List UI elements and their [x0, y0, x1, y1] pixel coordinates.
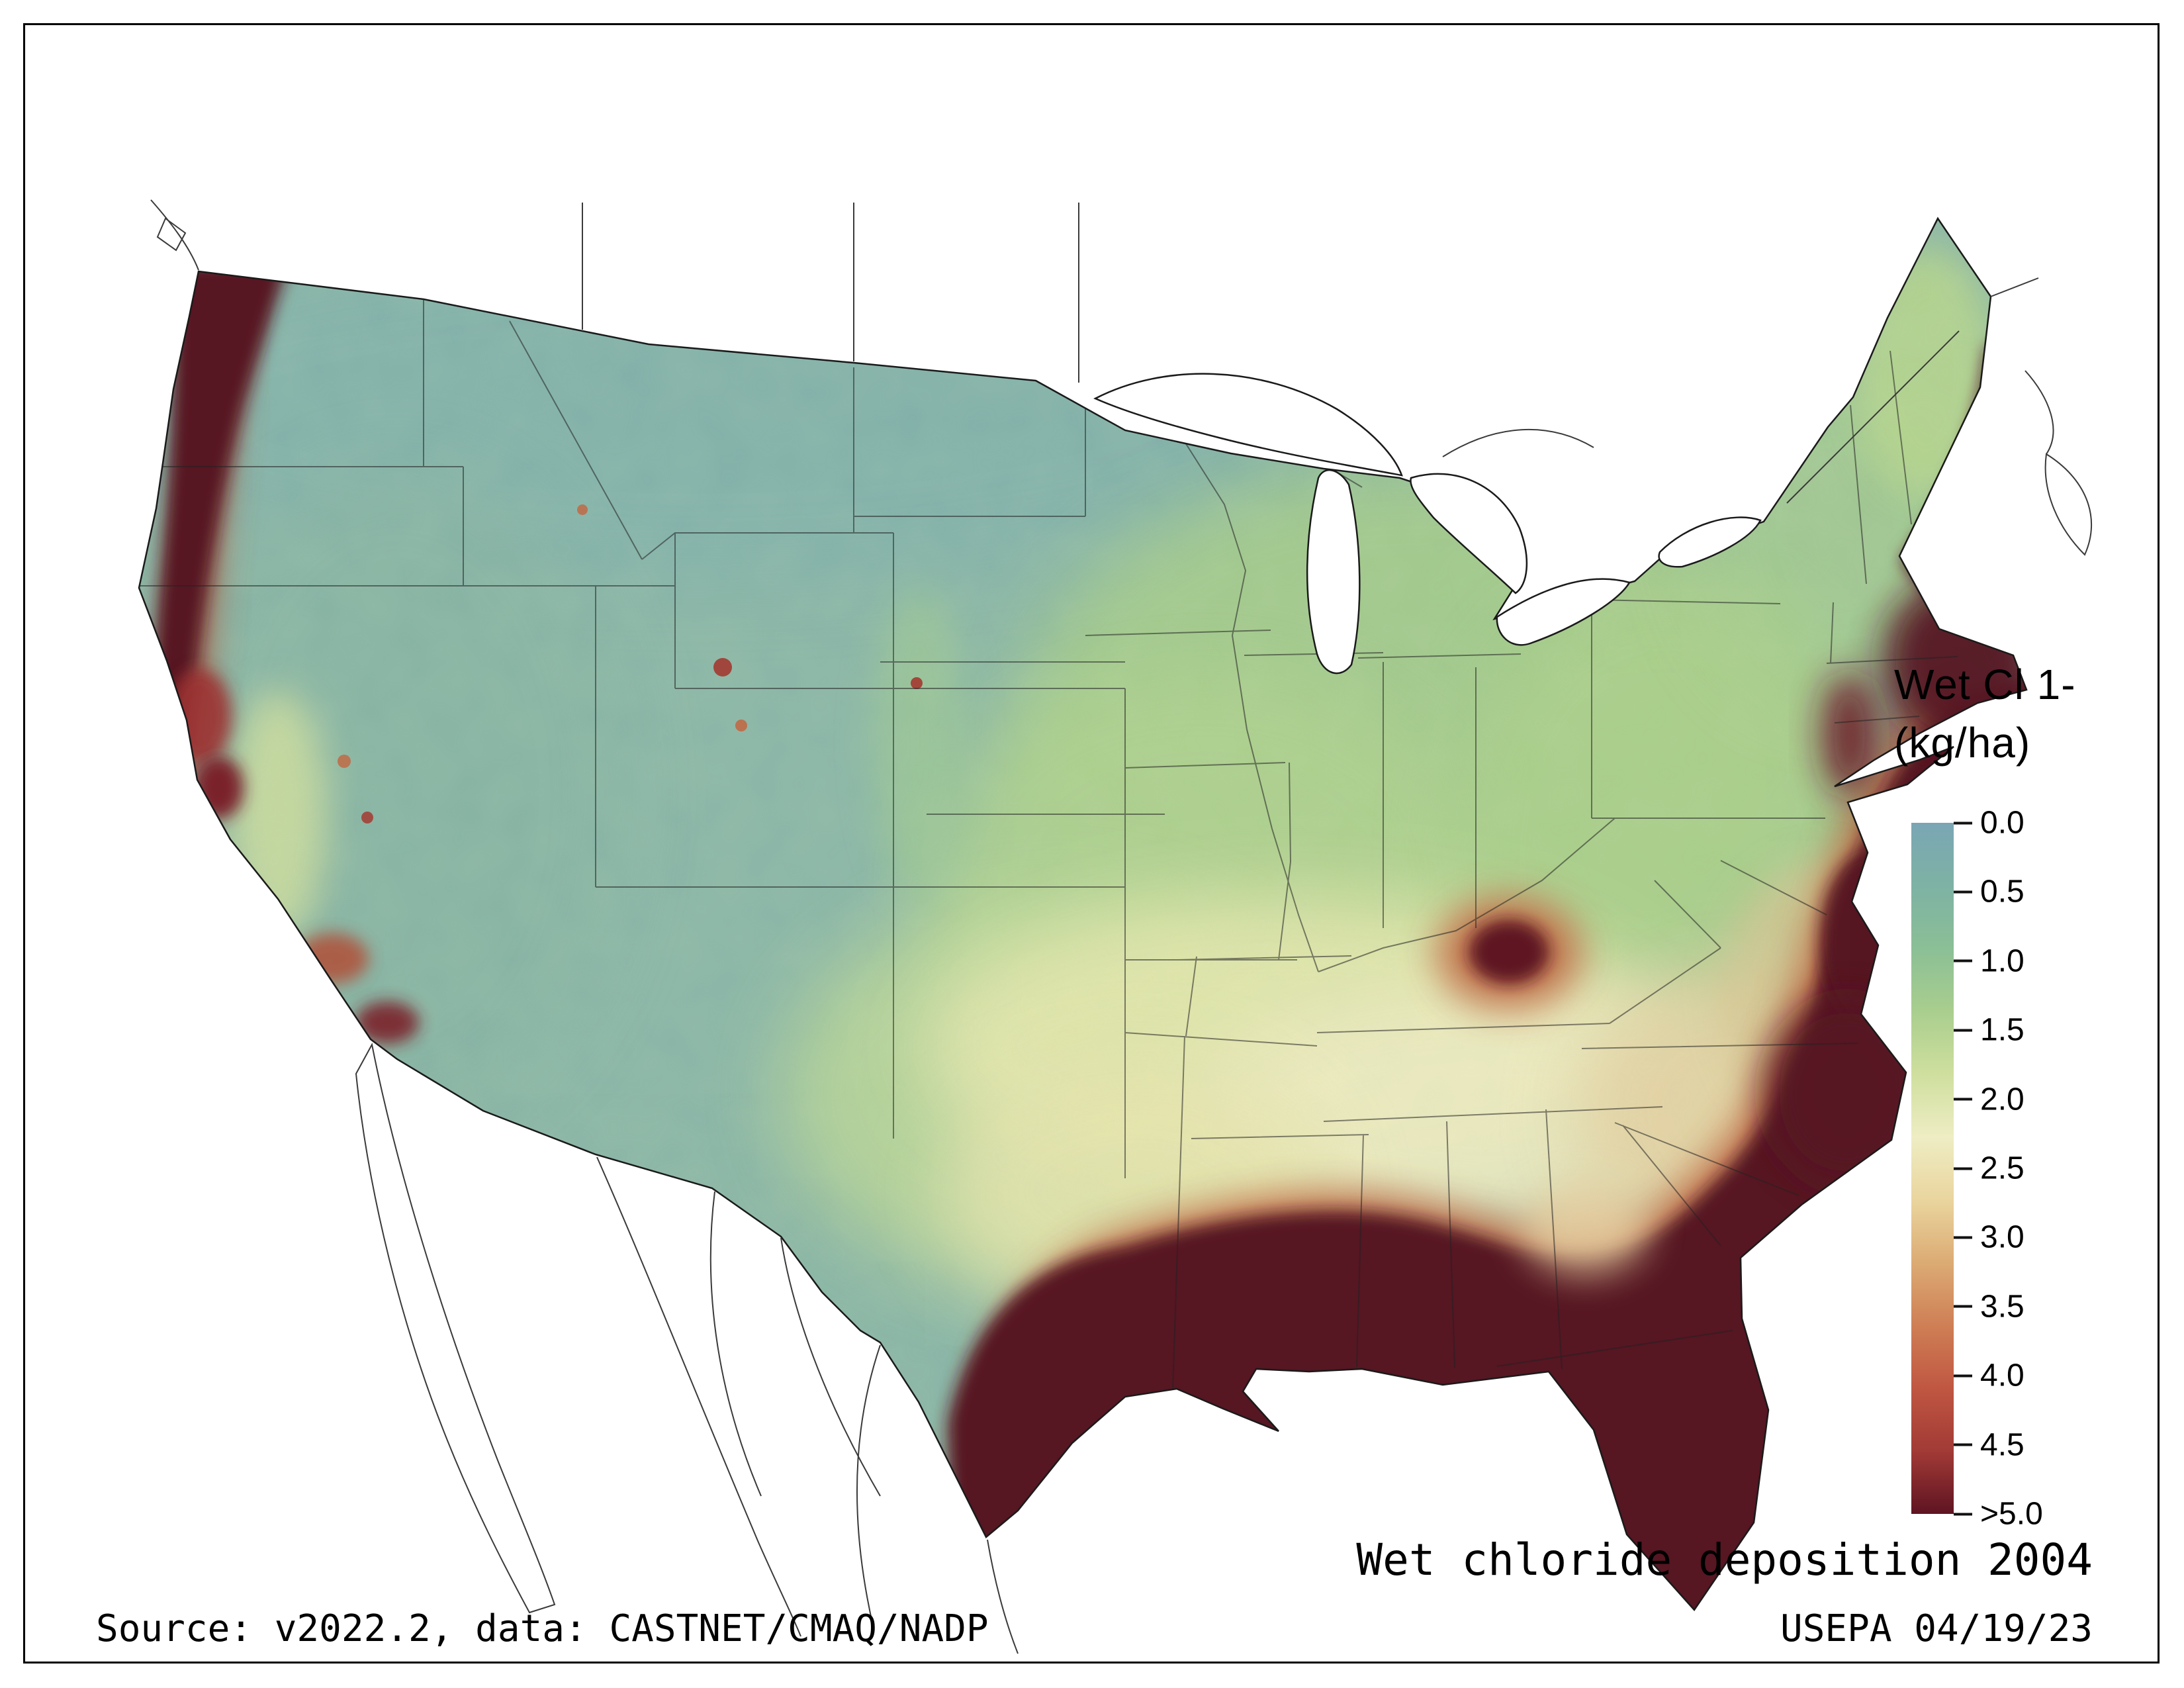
- tick-label: 3.5: [1980, 1289, 2025, 1325]
- tick-mark: [1954, 1305, 1972, 1308]
- legend-title-line2: (kg/ha): [1894, 719, 2031, 767]
- colorbar-tick: 0.0: [1954, 805, 2025, 841]
- tick-mark: [1954, 1513, 1972, 1515]
- tick-mark: [1954, 1098, 1972, 1101]
- tick-label: 0.0: [1980, 805, 2025, 841]
- tick-label: 0.5: [1980, 874, 2025, 910]
- tick-mark: [1954, 1029, 1972, 1032]
- colorbar-ticks: 0.0 0.5 1.0 1.5 2.0 2.5 3.0 3.5 4.0 4.5 >5.0: [1954, 806, 2113, 1532]
- colorbar-tick: 3.0: [1954, 1219, 2025, 1256]
- tick-mark: [1954, 1167, 1972, 1170]
- tick-mark: [1954, 959, 1972, 962]
- colorbar-tick: 2.5: [1954, 1150, 2025, 1187]
- lake-huron: [1410, 473, 1528, 594]
- source-text: Source: v2022.2, data: CASTNET/CMAQ/NADP: [96, 1607, 989, 1650]
- tick-label: 2.5: [1980, 1150, 2025, 1186]
- colorbar-tick: 4.5: [1954, 1427, 2025, 1463]
- colorbar-tick: 1.0: [1954, 943, 2025, 979]
- lake-superior: [1093, 373, 1403, 477]
- tick-label: >5.0: [1980, 1496, 2043, 1532]
- lake-ontario: [1658, 516, 1762, 568]
- tick-label: 4.0: [1980, 1358, 2025, 1393]
- neighbor-boundaries: [150, 199, 2093, 1654]
- lake-erie: [1496, 578, 1631, 646]
- tick-mark: [1954, 1236, 1972, 1239]
- great-lakes: [1093, 373, 1762, 675]
- tick-label: 4.5: [1980, 1427, 2025, 1463]
- colorbar-tick: 3.5: [1954, 1288, 2025, 1325]
- colorbar-tick: 1.5: [1954, 1012, 2025, 1049]
- colorbar-tick: 4.0: [1954, 1358, 2025, 1394]
- legend-title-line1: Wet Cl 1-: [1894, 661, 2076, 708]
- agency-text: USEPA 04/19/23: [1780, 1607, 2093, 1650]
- tick-label: 1.0: [1980, 943, 2025, 979]
- tick-mark: [1954, 890, 1972, 894]
- tick-mark: [1954, 1374, 1972, 1378]
- deposition-raster: [139, 218, 2026, 1610]
- colorbar-tick: 2.0: [1954, 1081, 2025, 1117]
- legend-title: Wet Cl 1- (kg/ha): [1894, 655, 2076, 773]
- colorbar-tick: >5.0: [1954, 1496, 2043, 1532]
- colorbar-tick: 0.5: [1954, 874, 2025, 910]
- tick-label: 3.0: [1980, 1219, 2025, 1255]
- plot-border: [23, 23, 2160, 1664]
- map-caption: Wet chloride deposition 2004: [1356, 1534, 2093, 1585]
- tick-label: 2.0: [1980, 1082, 2025, 1117]
- tick-label: 1.5: [1980, 1012, 2025, 1048]
- colorbar: [1911, 823, 1954, 1514]
- tick-mark: [1954, 821, 1972, 824]
- lake-michigan: [1306, 469, 1361, 675]
- tick-mark: [1954, 1443, 1972, 1446]
